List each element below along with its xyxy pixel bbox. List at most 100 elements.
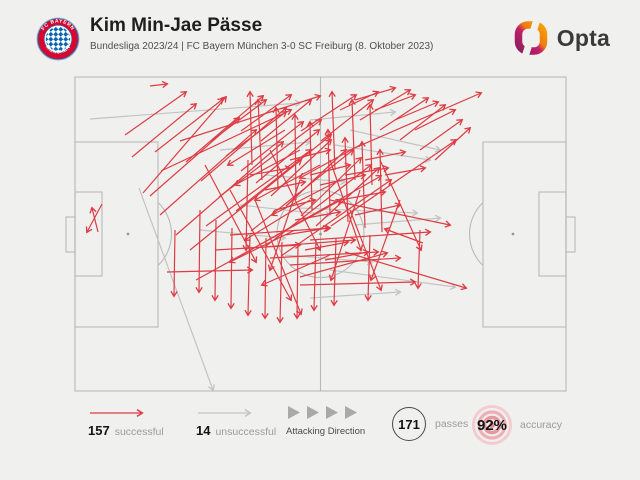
pass-arrow-successful	[229, 189, 293, 302]
unsuccessful-arrow-icon	[198, 409, 252, 417]
legend-unsuccessful: 14 unsuccessful	[196, 407, 276, 438]
centre-spot	[319, 232, 322, 236]
pass-arrow-successful	[246, 90, 254, 166]
pass-arrow-successful	[419, 119, 464, 151]
pass-arrow-successful	[242, 159, 250, 252]
pass-arrow-unsuccessful	[329, 269, 457, 291]
pass-arrow-successful	[359, 89, 412, 121]
attacking-direction-label: Attacking Direction	[286, 426, 366, 437]
pass-arrow-unsuccessful	[349, 129, 442, 153]
passes-label: passes	[435, 418, 469, 430]
pass-arrow-successful	[195, 209, 203, 294]
pass-arrow-successful	[399, 103, 447, 141]
pass-arrow-successful	[324, 249, 370, 261]
pass-arrow-successful	[291, 113, 299, 201]
pass-arrow-successful	[249, 165, 292, 176]
fc-bayern-crest-icon: FC BAYERN MÜNCHEN	[36, 17, 80, 61]
pass-arrow-successful	[264, 179, 307, 191]
pass-arrow-successful	[131, 102, 198, 158]
pass-arrow-successful	[328, 90, 336, 171]
pass-arrow-successful	[265, 163, 373, 247]
svg-text:MÜNCHEN: MÜNCHEN	[44, 44, 72, 55]
unsuccessful-count: 14	[196, 423, 211, 438]
passes-count: 171	[398, 417, 420, 432]
pass-arrow-successful	[240, 120, 305, 172]
pass-arrow-successful	[294, 209, 342, 221]
pass-arrow-successful	[261, 237, 269, 320]
pass-arrow-successful	[160, 108, 293, 172]
pass-arrow-successful	[227, 227, 235, 310]
pass-arrow-unsuccessful	[89, 99, 302, 120]
pass-arrow-successful	[384, 165, 427, 176]
pass-arrow-successful	[394, 100, 440, 121]
legend-successful: 157 successful	[88, 407, 164, 438]
pass-arrow-successful	[253, 164, 321, 202]
pass-arrow-successful	[300, 94, 358, 132]
pass-arrow-successful	[299, 278, 417, 286]
pass-arrow-successful	[330, 139, 458, 227]
pass-arrow-successful	[304, 239, 350, 251]
pass-arrow-successful	[154, 97, 225, 153]
successful-label: successful	[114, 426, 164, 438]
pass-arrow-successful	[211, 219, 219, 302]
pass-arrow-successful	[204, 164, 258, 264]
pass-arrow-successful	[289, 254, 402, 266]
pass-arrow-successful	[254, 98, 263, 181]
pass-arrow-successful	[235, 133, 333, 212]
crest-text-bottom: MÜNCHEN	[44, 44, 71, 55]
pass-arrow-successful	[310, 239, 318, 312]
pass-arrow-successful	[434, 126, 472, 161]
header: Kim Min-Jae Pässe Bundesliga 2023/24 | F…	[90, 15, 433, 52]
pass-arrow-successful	[254, 199, 303, 316]
page-title: Kim Min-Jae Pässe	[90, 15, 263, 36]
legend-accuracy: 92% accuracy	[471, 404, 562, 446]
pass-arrow-successful	[339, 90, 380, 111]
pass-arrow-successful	[210, 99, 268, 142]
pass-arrow-unsuccessful	[354, 214, 442, 226]
pass-arrow-successful	[309, 162, 352, 176]
pass-arrow-successful	[272, 106, 280, 191]
pass-arrow-successful	[149, 80, 169, 89]
left-penalty-spot	[126, 232, 130, 236]
pass-arrow-successful	[329, 199, 452, 228]
successful-passes-layer	[85, 80, 483, 324]
pass-arrow-successful	[274, 197, 317, 211]
unsuccessful-label: unsuccessful	[215, 426, 277, 438]
opta-logo-icon	[514, 20, 548, 56]
pass-arrow-successful	[269, 149, 322, 252]
attacking-direction-icon	[288, 406, 357, 419]
pass-arrow-unsuccessful	[309, 288, 402, 299]
pass-arrow-successful	[330, 237, 338, 307]
pass-arrow-successful	[414, 229, 422, 290]
legend: 157 successful 14 unsuccessful Attacking…	[0, 401, 640, 453]
pass-arrow-successful	[179, 93, 322, 142]
pass-arrow-successful	[284, 225, 330, 236]
pass-arrow-successful	[159, 128, 258, 216]
pass-arrow-successful	[142, 95, 228, 194]
pass-arrow-successful	[267, 179, 301, 272]
left-penalty-area	[74, 141, 159, 328]
left-penalty-arc	[157, 202, 172, 266]
pass-arrow-successful	[260, 254, 331, 287]
pass-arrow-successful	[358, 140, 366, 229]
right-penalty-arc	[469, 202, 484, 266]
pass-arrow-successful	[319, 172, 367, 186]
pass-arrow-successful	[354, 202, 402, 216]
pass-arrow-successful	[243, 199, 311, 241]
pass-arrow-successful	[270, 179, 341, 217]
pass-arrow-successful	[324, 128, 332, 216]
pass-arrow-successful	[344, 165, 390, 176]
right-six-yard-box	[538, 191, 567, 277]
accuracy-value: 92%	[477, 417, 507, 434]
match-subtitle: Bundesliga 2023/24 | FC Bayern München 3…	[90, 41, 434, 52]
pass-arrow-successful	[374, 93, 417, 111]
pass-arrow-successful	[341, 136, 349, 223]
accuracy-label: accuracy	[520, 419, 563, 431]
pass-arrow-successful	[364, 149, 407, 161]
pass-arrow-successful	[364, 234, 372, 302]
pass-arrow-successful	[306, 120, 314, 211]
pass-arrow-successful	[214, 241, 302, 251]
legend-attacking-direction: Attacking Direction	[286, 405, 365, 437]
